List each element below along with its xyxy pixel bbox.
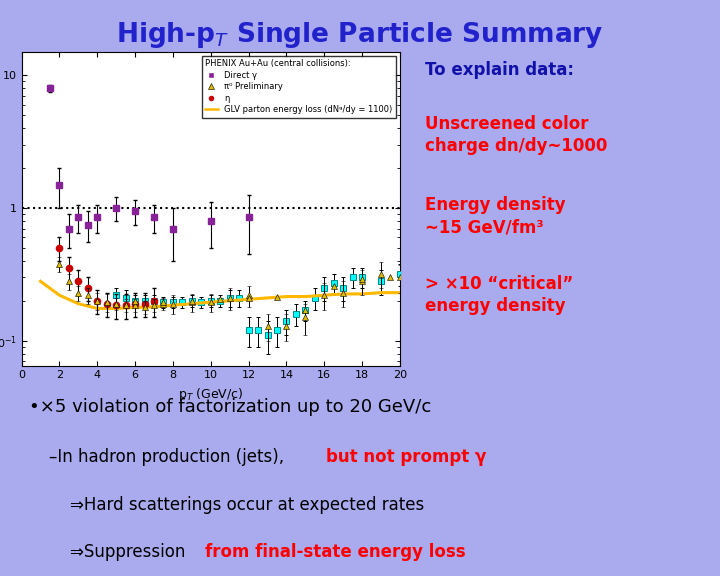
- Legend: Direct γ, π⁰ Preliminary, η, GLV parton energy loss (dNᵍ/dy = 1100): Direct γ, π⁰ Preliminary, η, GLV parton …: [202, 56, 396, 118]
- Text: ⇒Hard scatterings occur at expected rates: ⇒Hard scatterings occur at expected rate…: [70, 497, 424, 514]
- Text: from final-state energy loss: from final-state energy loss: [204, 543, 465, 561]
- Text: Unscreened color
charge dn/dy~1000: Unscreened color charge dn/dy~1000: [426, 115, 608, 155]
- Text: •×5 violation of factorization up to 20 GeV/c: •×5 violation of factorization up to 20 …: [29, 398, 431, 416]
- Text: ⇒Suppression: ⇒Suppression: [70, 543, 196, 561]
- Text: > ×10 “critical”
energy density: > ×10 “critical” energy density: [426, 275, 574, 314]
- X-axis label: p$_T$ (GeV/c): p$_T$ (GeV/c): [178, 386, 243, 403]
- Text: but not prompt γ: but not prompt γ: [325, 448, 486, 466]
- Text: –In hadron production (jets),: –In hadron production (jets),: [49, 448, 295, 466]
- Text: Energy density
~15 GeV/fm³: Energy density ~15 GeV/fm³: [426, 196, 566, 236]
- Text: High-p$_T$ Single Particle Summary: High-p$_T$ Single Particle Summary: [116, 20, 604, 50]
- Text: To explain data:: To explain data:: [426, 61, 575, 79]
